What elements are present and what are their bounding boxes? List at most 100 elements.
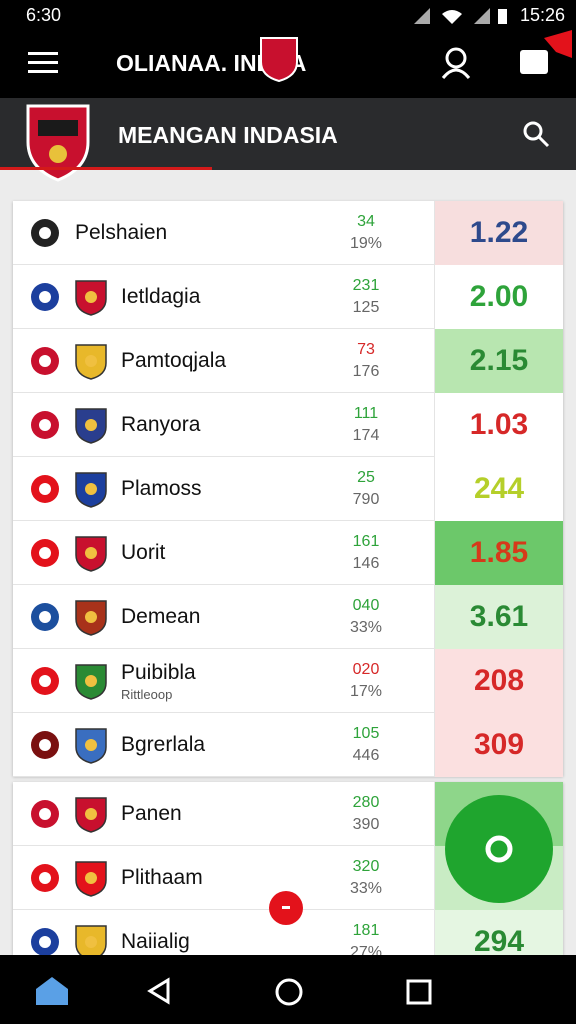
list-row[interactable]: Ietldagia 231 125 2.00 xyxy=(13,265,563,329)
team-name: Pamtoqjala xyxy=(121,349,227,372)
status-bar: 6:30 15:26 xyxy=(0,0,576,30)
tab-indicator xyxy=(0,167,212,170)
stat-bottom: 17% xyxy=(349,683,383,700)
team-badge xyxy=(31,219,59,247)
status-icons xyxy=(414,8,507,24)
odds-cell[interactable]: 244 xyxy=(434,457,563,521)
team-badge xyxy=(31,731,59,759)
stat-bottom: 790 xyxy=(352,491,380,508)
stat-top: 231 xyxy=(352,277,380,294)
stat-top: 25 xyxy=(357,469,375,486)
team-crest xyxy=(75,925,107,955)
stat-bottom: 19% xyxy=(349,235,383,252)
status-time: 6:30 xyxy=(26,5,62,25)
list-row[interactable]: Uorit 161 146 1.85 xyxy=(13,521,563,585)
odds-list: Pelshaien 34 19% 1.22 Ietldagia 231 125 2.00 Pam… xyxy=(13,201,563,777)
team-badge xyxy=(31,800,59,828)
status-clock: 15:26 xyxy=(520,5,566,25)
team-badge xyxy=(31,864,59,892)
team-crest xyxy=(75,536,107,572)
team-badge xyxy=(31,475,59,503)
odds-cell[interactable]: 2.15 xyxy=(434,329,563,393)
team-name: Bgrerlala xyxy=(121,733,206,756)
stat-top: 181 xyxy=(352,922,380,939)
team-crest xyxy=(75,728,107,764)
team-badge xyxy=(31,667,59,695)
profile-button[interactable] xyxy=(440,46,472,80)
team-badge xyxy=(31,603,59,631)
app-logo xyxy=(260,37,298,82)
team-name: Panen xyxy=(121,802,182,825)
list-row[interactable]: Pamtoqjala 73 176 2.15 xyxy=(13,329,563,393)
team-crest xyxy=(75,797,107,833)
stat-top: 320 xyxy=(352,858,380,875)
home-button[interactable] xyxy=(34,975,70,1007)
odds-cell[interactable]: 3.61 xyxy=(434,585,563,649)
recents-button[interactable] xyxy=(406,979,432,1005)
notification-dot[interactable] xyxy=(268,890,304,926)
stat-bottom: 176 xyxy=(352,363,380,380)
team-crest xyxy=(75,408,107,444)
navigation-bar xyxy=(0,955,576,1024)
team-badge xyxy=(31,928,59,955)
list-row[interactable]: Naiialig 181 27% 294 xyxy=(13,910,563,955)
odds-cell[interactable]: 294 xyxy=(434,910,563,955)
team-crest xyxy=(75,664,107,700)
back-button[interactable] xyxy=(146,977,172,1005)
stat-top: 161 xyxy=(352,533,380,550)
stat-top: 73 xyxy=(357,341,375,358)
odds-cell[interactable]: 2.00 xyxy=(434,265,563,329)
team-name: Ietldagia xyxy=(121,285,201,308)
stat-bottom: 446 xyxy=(352,747,380,764)
team-crest xyxy=(75,600,107,636)
list-row[interactable]: Bgrerlala 105 446 309 xyxy=(13,713,563,777)
team-name: Demean xyxy=(121,605,201,628)
menu-button[interactable] xyxy=(28,50,58,76)
search-button[interactable] xyxy=(522,120,550,148)
team-name: Puibibla xyxy=(121,661,196,684)
stat-top: 34 xyxy=(357,213,375,230)
odds-cell[interactable]: 1.03 xyxy=(434,393,563,457)
list-row[interactable]: Plamoss 25 790 244 xyxy=(13,457,563,521)
cart-button[interactable] xyxy=(516,30,576,78)
team-badge xyxy=(31,347,59,375)
stat-bottom: 390 xyxy=(352,816,380,833)
stat-bottom: 33% xyxy=(349,880,383,897)
stat-top: 040 xyxy=(352,597,380,614)
odds-cell[interactable]: 309 xyxy=(434,713,563,777)
team-crest xyxy=(75,472,107,508)
team-badge xyxy=(31,411,59,439)
team-name: Plamoss xyxy=(121,477,202,500)
stat-bottom: 33% xyxy=(349,619,383,636)
team-badge xyxy=(31,283,59,311)
team-name: Naiialig xyxy=(121,930,190,953)
list-row[interactable]: Ranyora 111 174 1.03 xyxy=(13,393,563,457)
team-crest xyxy=(26,104,90,182)
team-crest xyxy=(75,280,107,316)
section-header: MEANGAN INDASIA xyxy=(0,98,576,182)
odds-cell[interactable]: 1.85 xyxy=(434,521,563,585)
app-bar: OLIANAA. INDAA xyxy=(0,30,576,98)
list-row[interactable]: Puibibla Rittleoop 020 17% 208 xyxy=(13,649,563,713)
stat-bottom: 146 xyxy=(352,555,380,572)
stat-top: 020 xyxy=(352,661,380,678)
home-circle-button[interactable] xyxy=(274,977,304,1007)
list-row[interactable]: Demean 040 33% 3.61 xyxy=(13,585,563,649)
team-name: Uorit xyxy=(121,541,166,564)
odds-cell[interactable]: 208 xyxy=(434,649,563,713)
team-subtitle: Rittleoop xyxy=(121,687,173,702)
header-title: MEANGAN INDASIA xyxy=(118,122,338,148)
stat-top: 105 xyxy=(352,725,380,742)
team-badge xyxy=(31,539,59,567)
stat-bottom: 174 xyxy=(352,427,380,444)
odds-cell[interactable]: 1.22 xyxy=(434,201,563,265)
team-name: Pelshaien xyxy=(75,221,168,244)
action-button[interactable] xyxy=(443,793,555,905)
stat-bottom: 125 xyxy=(352,299,380,316)
team-name: Plithaam xyxy=(121,866,203,889)
stat-top: 280 xyxy=(352,794,380,811)
stat-bottom: 27% xyxy=(349,944,383,955)
stat-top: 111 xyxy=(353,405,379,422)
list-row[interactable]: Pelshaien 34 19% 1.22 xyxy=(13,201,563,265)
